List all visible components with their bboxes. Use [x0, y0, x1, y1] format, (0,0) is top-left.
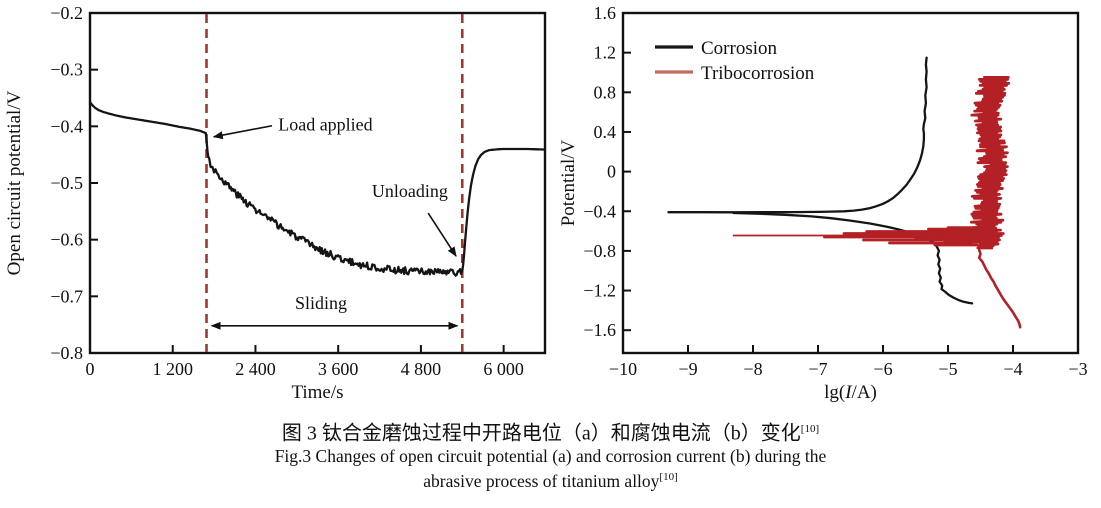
y-tick-label: −0.6	[50, 230, 83, 250]
y-tick-label: −0.8	[50, 343, 83, 363]
x-tick-label: 2 400	[235, 359, 276, 379]
y-axis-label: Potential/V	[560, 139, 579, 226]
y-tick-label: −0.5	[50, 173, 83, 193]
chart-polarization-curves: −10 −9 −8 −7 −6 −5 −4 −3 1.6 1.2 0.8 0.4 0 −0.4 −0.8 −1…	[560, 3, 1088, 403]
x-tick-label: 3 600	[318, 359, 359, 379]
figure-caption: 图 3 钛合金磨蚀过程中开路电位（a）和腐蚀电流（b）变化[10] Fig.3 …	[0, 417, 1101, 491]
y-tick-label: −0.4	[583, 201, 616, 221]
caption-english-line1: Fig.3 Changes of open circuit potential …	[274, 445, 827, 466]
event-lines	[205, 14, 464, 352]
legend: Corrosion Tribocorrosion	[655, 38, 815, 84]
y-tick-label: −0.7	[50, 286, 83, 306]
y-tick-label: 0.4	[594, 122, 617, 142]
caption-reference: [10]	[659, 470, 678, 483]
annotations: Load applied Unloading Sliding	[210, 114, 459, 330]
axes: −10 −9 −8 −7 −6 −5 −4 −3 1.6 1.2 0.8 0.4 0 −0.4 −0.8 −1…	[560, 3, 1088, 403]
caption-chinese: 图 3 钛合金磨蚀过程中开路电位（a）和腐蚀电流（b）变化[10]	[281, 422, 820, 445]
x-tick-label: −7	[808, 359, 827, 379]
y-axis-label: Open circuit potential/V	[4, 90, 25, 275]
corrosion-branch	[667, 56, 928, 214]
tribocorrosion-noise-band	[975, 76, 1008, 250]
x-tick-label: −6	[873, 359, 892, 379]
tribocorrosion-curve	[732, 76, 1022, 329]
caption-reference: [10]	[800, 423, 820, 435]
annotation-load-applied: Load applied	[278, 114, 372, 134]
x-tick-label: 1 200	[152, 359, 193, 379]
y-tick-label: −0.8	[583, 241, 616, 261]
y-tick-label: −0.4	[50, 116, 83, 136]
y-tick-label: −1.6	[583, 320, 616, 340]
y-tick-label: 0.8	[594, 82, 617, 102]
x-tick-label: −3	[1068, 359, 1087, 379]
annotation-unloading: Unloading	[372, 181, 448, 201]
y-tick-label: 1.2	[594, 43, 617, 63]
legend-label: Corrosion	[701, 38, 778, 59]
y-tick-label: 1.6	[594, 3, 617, 23]
y-tick-label: −0.3	[50, 60, 83, 80]
axes: 0 1 200 2 400 3 600 4 800 6 000 −0.2 −0.3 −0.4 −0…	[4, 3, 547, 403]
x-tick-label: −8	[743, 359, 762, 379]
x-tick-label: 6 000	[483, 359, 524, 379]
x-tick-label: −5	[938, 359, 957, 379]
x-tick-label: −10	[609, 359, 637, 379]
x-axis-label: Time/s	[291, 382, 343, 403]
corrosion-branch	[732, 211, 974, 305]
annotation-sliding: Sliding	[295, 293, 347, 313]
chart-open-circuit-potential: 0 1 200 2 400 3 600 4 800 6 000 −0.2 −0.3 −0.4 −0…	[4, 3, 547, 403]
corrosion-curve	[667, 56, 974, 305]
y-tick-label: 0	[607, 162, 616, 182]
x-axis-label: lg(I/A)	[824, 382, 877, 403]
tribocorrosion-lower-branch	[977, 248, 1022, 329]
ocp-curve	[88, 100, 547, 277]
x-tick-label: −9	[678, 359, 697, 379]
legend-label: Tribocorrosion	[701, 63, 815, 84]
x-tick-label: 4 800	[401, 359, 442, 379]
y-tick-label: −0.2	[50, 3, 83, 23]
x-tick-label: 0	[86, 359, 95, 379]
caption-english-line2: abrasive process of titanium alloy[10]	[423, 470, 678, 491]
y-tick-label: −1.2	[583, 281, 616, 301]
x-tick-label: −4	[1003, 359, 1022, 379]
